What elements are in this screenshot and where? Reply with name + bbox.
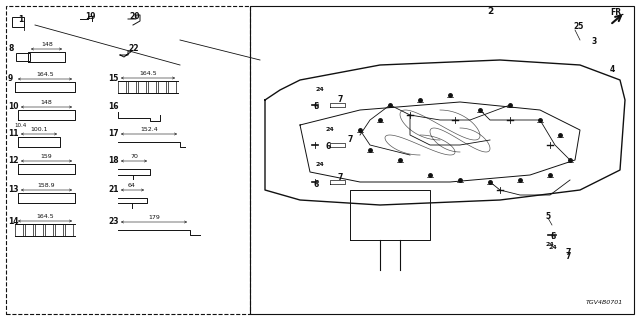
Text: 70: 70: [130, 154, 138, 159]
Text: 24: 24: [326, 127, 334, 132]
Text: 23: 23: [108, 217, 118, 226]
Text: 3: 3: [592, 37, 597, 46]
Text: 7: 7: [348, 135, 353, 144]
Text: 16: 16: [108, 102, 118, 111]
Text: 19: 19: [84, 12, 95, 21]
Text: 5: 5: [545, 212, 550, 221]
Text: 164.5: 164.5: [36, 214, 54, 219]
Text: 10: 10: [8, 102, 19, 111]
Text: 9: 9: [8, 74, 13, 83]
Text: 7: 7: [337, 173, 342, 182]
Text: 13: 13: [8, 185, 19, 194]
Text: 22: 22: [128, 44, 138, 53]
Text: 164.5: 164.5: [36, 72, 54, 77]
Text: 11: 11: [8, 129, 19, 138]
Text: FR.: FR.: [610, 8, 624, 17]
Text: 6: 6: [314, 102, 319, 111]
Text: 64: 64: [128, 183, 136, 188]
Text: 21: 21: [108, 185, 118, 194]
Text: 164.5: 164.5: [139, 71, 157, 76]
Text: 1: 1: [18, 15, 23, 24]
Text: 100.1: 100.1: [30, 127, 48, 132]
Text: 152.4: 152.4: [140, 127, 158, 132]
Text: 158.9: 158.9: [37, 183, 55, 188]
Text: 15: 15: [108, 74, 118, 83]
Text: 6: 6: [550, 232, 556, 241]
Text: 10.4: 10.4: [14, 123, 26, 128]
FancyBboxPatch shape: [16, 53, 30, 61]
Text: 20: 20: [130, 12, 140, 21]
Text: 159: 159: [40, 154, 52, 159]
Text: 148: 148: [41, 42, 53, 47]
Text: 25: 25: [573, 22, 584, 31]
FancyBboxPatch shape: [12, 17, 24, 27]
Text: 12: 12: [8, 156, 19, 165]
Text: TGV4B0701: TGV4B0701: [586, 300, 623, 305]
Text: 8: 8: [8, 44, 13, 53]
Text: 148: 148: [40, 100, 52, 105]
Text: 24: 24: [316, 162, 324, 167]
Text: 7: 7: [565, 248, 571, 257]
Text: 6: 6: [325, 142, 331, 151]
Text: 24: 24: [548, 245, 557, 250]
Text: 24: 24: [546, 242, 554, 247]
Text: 4: 4: [610, 65, 615, 74]
Text: 2: 2: [487, 7, 493, 16]
Text: 7: 7: [337, 95, 342, 104]
Text: 24: 24: [316, 87, 324, 92]
Text: 17: 17: [108, 129, 118, 138]
Text: 179: 179: [148, 215, 160, 220]
Text: 14: 14: [8, 217, 19, 226]
Text: 7: 7: [565, 252, 571, 261]
Text: 6: 6: [314, 180, 319, 189]
Text: 18: 18: [108, 156, 118, 165]
